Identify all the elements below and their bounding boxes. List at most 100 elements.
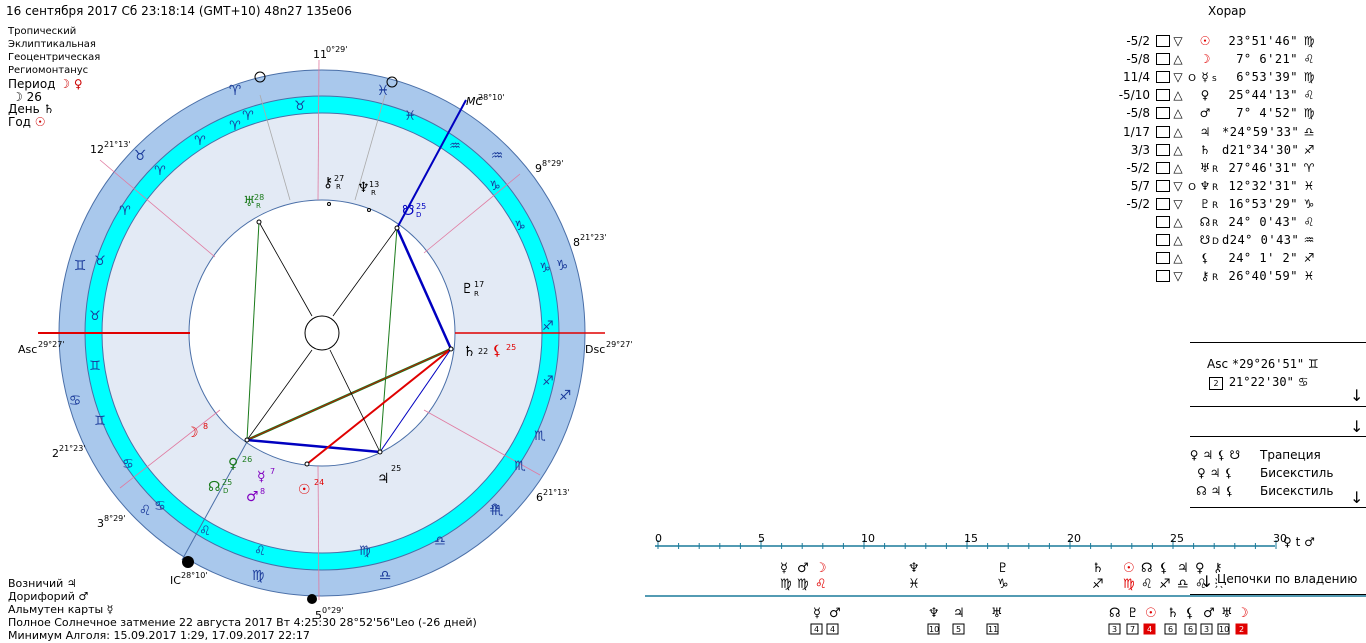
- h11-label: 11: [313, 48, 327, 61]
- svg-text:10: 10: [929, 625, 939, 634]
- center-circle: [304, 315, 340, 351]
- svg-text:7: 7: [1130, 625, 1135, 634]
- triangle-icon: △: [1173, 215, 1183, 229]
- planet-symbol: ⚸: [1200, 251, 1210, 266]
- pattern-row[interactable]: ♀ ♃ ⚸ Бисекстиль: [1185, 466, 1333, 480]
- planet-row[interactable]: 1/17 △ ♃ *24°59'33" ♎: [1108, 125, 1320, 143]
- svg-text:10: 10: [1219, 625, 1229, 634]
- svg-text:8: 8: [260, 487, 265, 496]
- planet-row[interactable]: △ ⚸ 24° 1' 2" ♐: [1108, 251, 1320, 269]
- svg-text:♐: ♐: [542, 374, 554, 389]
- planet-symbol: ⚷: [1200, 269, 1210, 284]
- aspect-box-icon: [1156, 89, 1170, 102]
- planet-row[interactable]: ▽ ⚷ R 26°40'59" ♓: [1108, 269, 1320, 287]
- svg-text:♏: ♏: [514, 459, 526, 474]
- svg-text:D: D: [223, 487, 228, 495]
- svg-text:21°23': 21°23': [59, 444, 86, 453]
- scroll-down-icon-4[interactable]: ↓: [1200, 572, 1214, 591]
- planet-symbol: ♃: [1199, 124, 1211, 139]
- planet-symbol: ☉: [1199, 34, 1211, 48]
- svg-text:♈: ♈: [229, 83, 242, 99]
- svg-text:♆: ♆: [928, 606, 940, 621]
- planet-ratio: 11/4: [1123, 70, 1150, 85]
- planet-row[interactable]: -5/2 ▽ ☉ 23°51'46" ♍: [1108, 34, 1320, 52]
- h6-label: 6: [536, 491, 543, 504]
- scroll-down-icon-3[interactable]: ↓: [1350, 488, 1364, 507]
- planet-row[interactable]: △ ☊ R 24° 0'43" ♌: [1108, 215, 1320, 233]
- jupiter-glyph: ♃: [377, 471, 390, 487]
- svg-text:♅: ♅: [1221, 606, 1233, 621]
- chain-ownership-label[interactable]: Цепочки по владению: [1217, 572, 1358, 586]
- planet-row[interactable]: 11/4 ▽ O ☿ s 6°53'39" ♍: [1108, 70, 1320, 88]
- pattern-name: Бисекстиль: [1260, 466, 1334, 480]
- almuten-label: Альмутен карты: [8, 603, 104, 616]
- chiron-glyph: ⚷: [323, 175, 333, 191]
- ic-axis: [181, 439, 249, 561]
- triangle-icon: △: [1173, 251, 1183, 266]
- svg-text:♓: ♓: [404, 109, 416, 124]
- pattern-name: Бисекстиль: [1260, 484, 1334, 498]
- sun-glyph: ☉: [298, 482, 311, 498]
- svg-text:21°23': 21°23': [580, 233, 607, 242]
- svg-text:5: 5: [956, 625, 961, 634]
- planet-symbol: ♀: [1200, 88, 1210, 103]
- pattern-row[interactable]: ♀ ♃ ⚸ ☋ Трапеция: [1185, 448, 1321, 462]
- svg-text:♑: ♑: [514, 219, 526, 234]
- planet-ratio: 3/3: [1130, 142, 1150, 157]
- triangle-icon: △: [1173, 106, 1183, 121]
- day-label: День: [8, 102, 40, 116]
- svg-text:♐: ♐: [542, 319, 554, 334]
- svg-text:♇: ♇: [1127, 606, 1139, 621]
- pattern-row[interactable]: ☊ ♃ ⚸ Бисекстиль: [1185, 484, 1333, 498]
- planet-row[interactable]: -5/2 ▽ ♇ R 16°53'29" ♑: [1108, 197, 1320, 215]
- planet-row[interactable]: 3/3 △ ♄ d21°34'30" ♐: [1108, 143, 1320, 161]
- svg-text:29°27': 29°27': [606, 340, 633, 349]
- svg-text:♉: ♉: [294, 99, 306, 114]
- mars-glyph: ♂: [246, 489, 259, 505]
- svg-text:♃: ♃: [953, 606, 965, 621]
- svg-text:8°29': 8°29': [542, 159, 563, 168]
- planet-symbol: ☽: [1199, 52, 1211, 67]
- aspect-lines: [246, 221, 453, 465]
- aspect-box-icon: [1156, 143, 1170, 156]
- svg-text:R: R: [474, 290, 479, 298]
- svg-text:27: 27: [334, 174, 344, 183]
- svg-text:♍: ♍: [359, 544, 371, 559]
- svg-text:2: 2: [1239, 625, 1244, 634]
- asc-row: Asc *29°26'51" ♊: [1207, 357, 1319, 371]
- scale-tick-label: 15: [964, 532, 978, 545]
- planet-row[interactable]: -5/10 △ ♀ 25°44'13" ♌: [1108, 88, 1320, 106]
- planet-row[interactable]: 5/7 ▽ O ♆ R 12°32'31" ♓: [1108, 179, 1320, 197]
- svg-text:☿: ☿: [780, 561, 788, 576]
- vozn-row: Возничий ♃: [8, 577, 77, 590]
- planet-ratio: 5/7: [1130, 178, 1150, 193]
- zodiac-signs: ♈ ♉ ♓ ♒ ♑ ♑ ♑ ♐ ♐ ♏ ♏ ♎ ♎ ♍ ♌ ♌ ♋ ♋ ♊ ♊ …: [89, 99, 554, 559]
- svg-text:21°13': 21°13': [543, 488, 570, 497]
- planet-glyphs: ♅ 28 R ⚷ 27 R ♆ 13 R ☋ 25 D ♇ 17 R ♄ 22 …: [186, 174, 516, 505]
- planet-row[interactable]: -5/8 △ ☽ 7° 6'21" ♌: [1108, 52, 1320, 70]
- scroll-down-icon-2[interactable]: ↓: [1350, 417, 1364, 436]
- svg-text:♎: ♎: [379, 568, 392, 584]
- pattern-name: Трапеция: [1260, 448, 1321, 462]
- planet-row[interactable]: -5/8 △ ♂ 7° 4'52" ♍: [1108, 106, 1320, 124]
- triangle-icon: ▽: [1173, 269, 1183, 284]
- svg-text:♆: ♆: [908, 561, 920, 576]
- natal-chart-wheel[interactable]: ♈ ♉ ♓ ♒ ♑ ♑ ♑ ♐ ♐ ♏ ♏ ♎ ♎ ♍ ♌ ♌ ♋ ♋ ♊ ♊ …: [0, 0, 640, 643]
- planet-ratio: -5/2: [1126, 34, 1150, 48]
- zodiac-sign: ♍: [1303, 70, 1315, 85]
- svg-text:♅: ♅: [991, 606, 1003, 621]
- zodiac-sign: ♐: [1303, 142, 1315, 157]
- mercury-glyph: ☿: [257, 469, 266, 485]
- scroll-down-icon[interactable]: ↓: [1350, 386, 1364, 405]
- svg-text:♌: ♌: [199, 524, 211, 539]
- orbit-marker: O: [1188, 181, 1196, 193]
- svg-text:♍: ♍: [780, 577, 792, 592]
- vozn-label: Возничий: [8, 577, 64, 590]
- planet-ratio: -5/2: [1126, 196, 1150, 211]
- period-row: Период ☽ ♀: [8, 77, 83, 91]
- svg-text:♏: ♏: [491, 503, 504, 519]
- svg-text:♃: ♃: [1177, 561, 1189, 576]
- planet-row[interactable]: -5/2 △ ♅ R 27°46'31" ♈: [1108, 161, 1320, 179]
- zodiac-sign: ♍: [1303, 106, 1315, 121]
